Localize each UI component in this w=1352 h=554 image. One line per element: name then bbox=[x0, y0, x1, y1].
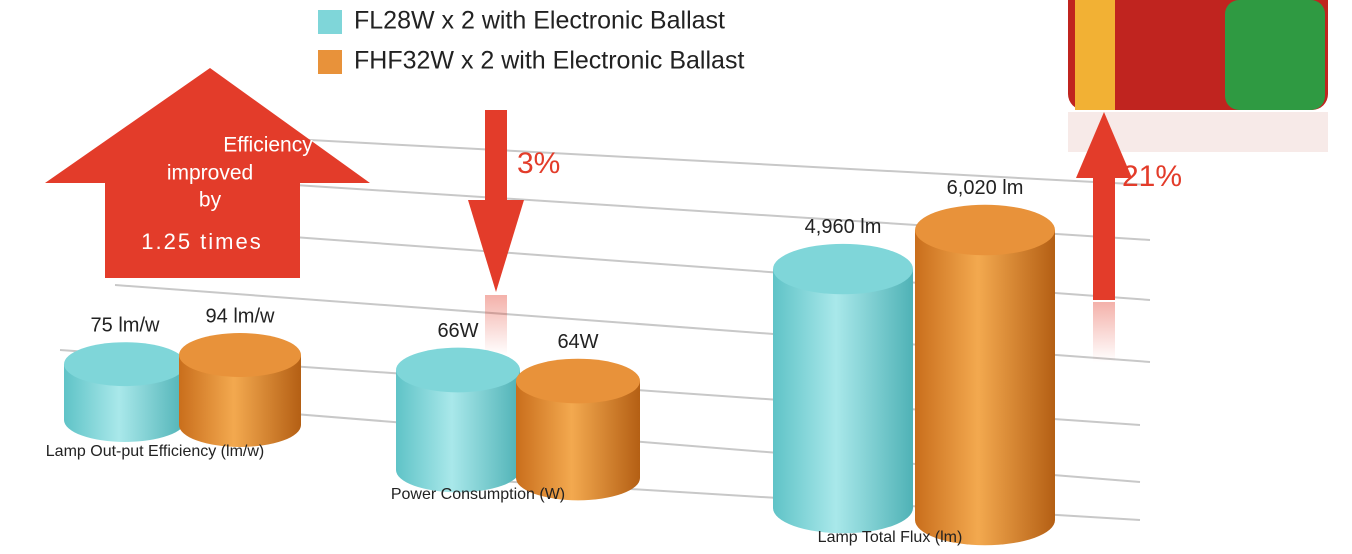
legend-swatch bbox=[318, 10, 342, 34]
cylinder-top bbox=[179, 333, 301, 377]
cylinder-top bbox=[915, 205, 1055, 255]
group-title: Power Consumption (W) bbox=[391, 486, 565, 503]
cylinder bbox=[516, 359, 640, 501]
efficiency-text: Efficiency bbox=[223, 134, 313, 157]
value-label: 4,960 lm bbox=[805, 216, 882, 238]
group-title: Lamp Total Flux (lm) bbox=[818, 529, 963, 546]
efficiency-text: 1.25 times bbox=[141, 229, 263, 254]
infographic: Efficiency improved by 1.25 times 3% 21%… bbox=[0, 0, 1352, 554]
cylinder-top bbox=[64, 342, 186, 386]
value-label: 75 lm/w bbox=[91, 314, 160, 336]
cylinder-top bbox=[396, 348, 520, 393]
value-label: 66W bbox=[437, 320, 478, 342]
legend-label: FL28W x 2 with Electronic Ballast bbox=[354, 7, 725, 35]
cylinder bbox=[396, 348, 520, 493]
cylinder-body bbox=[915, 230, 1055, 545]
group-title: Lamp Out-put Efficiency (lm/w) bbox=[46, 443, 264, 460]
cylinder-top bbox=[516, 359, 640, 404]
power-arrow bbox=[468, 110, 524, 355]
cylinder bbox=[915, 205, 1055, 545]
legend-label: FHF32W x 2 with Electronic Ballast bbox=[354, 47, 744, 75]
value-label: 64W bbox=[557, 331, 598, 353]
value-label: 6,020 lm bbox=[947, 177, 1024, 199]
cylinder-body bbox=[773, 269, 913, 533]
legend-swatch bbox=[318, 50, 342, 74]
efficiency-text: by bbox=[199, 189, 222, 212]
cylinder bbox=[179, 333, 301, 447]
efficiency-text: improved bbox=[167, 162, 253, 185]
power-change: 3% bbox=[517, 147, 560, 180]
cylinder-top bbox=[773, 244, 913, 294]
flux-change: 21% bbox=[1122, 160, 1182, 193]
cylinder bbox=[64, 342, 186, 442]
cylinder bbox=[773, 244, 913, 533]
value-label: 94 lm/w bbox=[206, 305, 275, 327]
